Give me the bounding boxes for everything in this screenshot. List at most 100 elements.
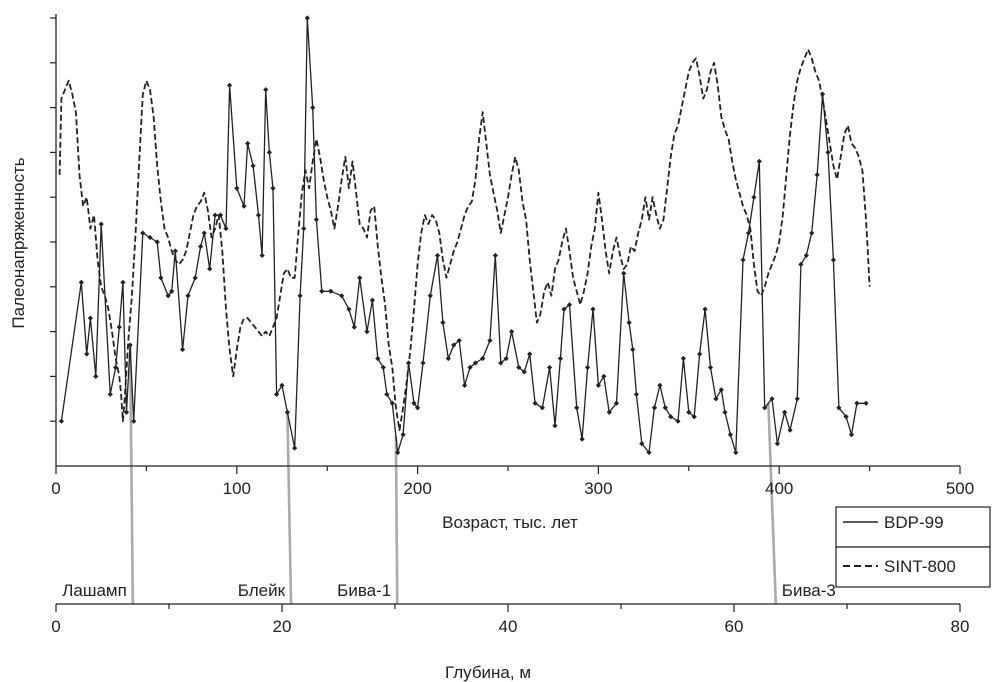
point-marker — [120, 279, 126, 285]
event-label: Лашамп — [62, 581, 127, 600]
legend-item-box-sint-800 — [835, 546, 991, 588]
point-marker — [798, 261, 804, 267]
point-marker — [794, 396, 800, 402]
point-marker — [595, 382, 601, 388]
point-marker — [854, 400, 860, 406]
point-marker — [172, 248, 178, 254]
point-marker — [774, 441, 780, 447]
point-marker — [339, 293, 345, 299]
point-marker — [574, 405, 580, 411]
point-marker — [657, 382, 663, 388]
point-marker — [169, 288, 175, 294]
point-marker — [297, 293, 303, 299]
point-marker — [263, 87, 269, 93]
point-marker — [601, 373, 607, 379]
series-line-bdp-99 — [60, 17, 866, 454]
point-marker — [346, 306, 352, 312]
x-tick-label: 500 — [946, 479, 974, 498]
point-marker — [212, 212, 218, 218]
point-marker — [584, 364, 591, 371]
point-marker — [328, 288, 334, 294]
legend-item-box-bdp-99 — [835, 506, 991, 548]
point-marker — [756, 158, 762, 164]
point-marker — [492, 252, 498, 259]
point-marker — [782, 409, 788, 415]
point-marker — [819, 91, 826, 97]
point-marker — [863, 400, 869, 406]
depth-tick-label: 40 — [499, 617, 518, 636]
point-marker — [769, 396, 775, 402]
point-marker — [116, 324, 122, 330]
point-marker — [58, 418, 65, 424]
point-marker — [787, 427, 793, 433]
point-marker — [98, 221, 104, 227]
point-marker — [552, 423, 558, 429]
point-marker — [740, 257, 746, 263]
x-tick-label: 300 — [584, 479, 612, 498]
point-marker — [621, 270, 627, 276]
point-marker — [809, 230, 815, 236]
depth-tick-label: 0 — [51, 617, 60, 636]
point-marker — [259, 252, 265, 259]
point-marker — [304, 15, 310, 21]
point-marker — [351, 324, 357, 330]
point-marker — [389, 400, 395, 406]
point-marker — [830, 257, 837, 263]
point-marker — [646, 449, 652, 456]
event-connector — [286, 412, 293, 605]
point-marker — [420, 360, 426, 366]
point-marker — [633, 391, 639, 397]
series-line-sint-800 — [58, 48, 871, 432]
point-marker — [527, 351, 533, 357]
point-marker — [369, 297, 375, 303]
point-marker — [509, 329, 515, 335]
point-marker — [836, 405, 842, 411]
y-axis-label: Палеонапряженность — [9, 157, 28, 328]
point-marker — [395, 449, 401, 456]
x-tick-label: 100 — [223, 479, 251, 498]
point-marker — [487, 337, 493, 344]
point-marker — [503, 355, 509, 362]
point-marker — [516, 364, 522, 371]
point-marker — [364, 329, 370, 335]
point-marker — [270, 185, 276, 191]
point-marker — [848, 432, 855, 438]
x-axis-label: Возраст, тыс. лет — [442, 513, 578, 532]
depth-axis-label: Глубина, м — [445, 663, 531, 682]
point-marker — [78, 279, 84, 285]
point-marker — [579, 436, 585, 442]
point-marker — [245, 140, 251, 147]
point-marker — [140, 230, 146, 236]
point-marker — [722, 409, 728, 415]
point-marker — [310, 105, 316, 111]
point-marker — [680, 355, 686, 362]
point-marker — [207, 266, 213, 272]
point-marker — [803, 252, 809, 259]
point-marker — [250, 163, 256, 169]
point-marker — [751, 194, 757, 200]
point-marker — [234, 185, 240, 191]
point-marker — [405, 360, 412, 366]
point-marker — [718, 387, 724, 393]
point-marker — [179, 346, 186, 353]
event-connectors — [128, 345, 778, 605]
point-marker — [158, 275, 164, 281]
point-marker — [498, 360, 504, 366]
point-marker — [273, 391, 280, 397]
point-marker — [445, 355, 451, 362]
legend-label-bdp-99: BDP-99 — [884, 513, 944, 532]
point-marker — [440, 320, 446, 326]
point-marker — [165, 293, 171, 299]
point-marker — [131, 418, 137, 424]
point-marker — [814, 172, 820, 178]
legend-label-sint-800: SINT-800 — [884, 557, 956, 576]
point-marker — [127, 342, 133, 348]
point-marker — [651, 405, 658, 411]
event-connector — [128, 345, 135, 605]
point-marker — [566, 302, 573, 308]
point-marker — [415, 405, 421, 411]
x-tick-label: 0 — [51, 479, 60, 498]
point-marker — [733, 449, 739, 456]
point-marker — [691, 414, 697, 420]
event-connector — [767, 403, 778, 605]
